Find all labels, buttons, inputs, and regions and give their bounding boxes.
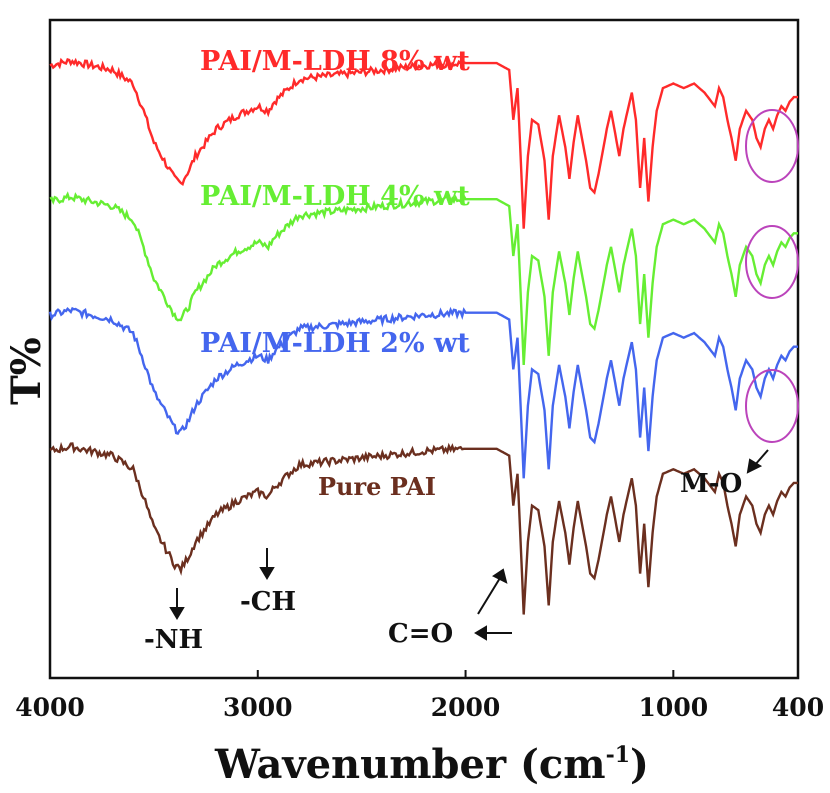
series-line-4wt xyxy=(49,191,798,365)
mo-circle-8wt xyxy=(745,109,799,183)
co-arrowhead-upper xyxy=(492,568,508,584)
x-tick-label: 3000 xyxy=(223,693,293,722)
series-label-2wt: PAI/M-LDH 2% wt xyxy=(200,328,470,359)
x-axis-label: Wavenumber (cm-1) xyxy=(214,741,649,788)
series-label-8wt: PAI/M-LDH 8% wt xyxy=(200,46,470,77)
x-tick-label: 1000 xyxy=(639,693,709,722)
x-axis-label-main: Wavenumber (cm xyxy=(214,741,606,788)
plot-frame xyxy=(48,18,800,680)
y-axis-label: T% xyxy=(3,337,50,405)
x-tick-label: 4000 xyxy=(15,693,85,722)
x-axis-label-sup: -1 xyxy=(606,742,630,768)
annotation-co: C=O xyxy=(388,619,453,649)
annotation-nh: -NH xyxy=(144,625,203,655)
x-axis-ticks: 4000 3000 2000 1000 400 xyxy=(15,670,824,722)
series-line-2wt xyxy=(48,306,798,479)
annotations xyxy=(169,449,769,641)
x-axis-label-close: ) xyxy=(630,741,649,788)
mo-circle-4wt xyxy=(745,225,799,299)
x-tick-label: 400 xyxy=(772,693,824,722)
ch-arrowhead xyxy=(259,567,275,580)
series-label-pure-pai: Pure PAI xyxy=(318,472,436,501)
series-group xyxy=(48,57,798,615)
co-arrow-upper xyxy=(477,577,501,615)
x-tick-label: 2000 xyxy=(431,693,501,722)
co-arrowhead-lower xyxy=(474,625,487,641)
annotation-mo: M-O xyxy=(680,469,742,499)
mo-arrowhead xyxy=(746,458,763,474)
series-line-8wt xyxy=(49,57,798,229)
mo-circle-2wt xyxy=(745,369,799,443)
nh-arrowhead xyxy=(169,607,185,620)
annotation-ch: -CH xyxy=(240,587,296,617)
series-label-4wt: PAI/M-LDH 4% wt xyxy=(200,181,470,212)
series-line-pure-pai xyxy=(49,441,798,615)
